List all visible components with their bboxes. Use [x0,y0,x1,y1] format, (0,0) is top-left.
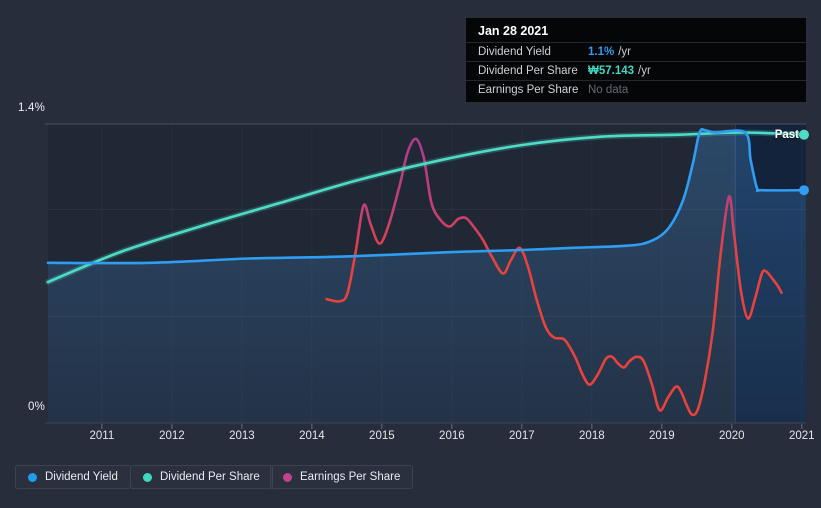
tooltip-value: 1.1% [588,46,615,58]
x-axis-year-label: 2021 [789,430,815,442]
dividend-yield-line [46,128,808,265]
tooltip-unit: /yr [638,65,651,77]
dividend-per-share-dot-icon [143,472,152,482]
tooltip-value: ₩57.143 [588,65,635,77]
x-axis-year-label: 2014 [299,430,325,442]
chart-tooltip: Jan 28 2021 Dividend Yield 1.1% /yr Divi… [465,17,807,103]
x-axis-year-label: 2012 [159,430,185,442]
legend-label: Dividend Yield [45,471,118,483]
tooltip-date: Jan 28 2021 [478,24,549,38]
tooltip-label: Dividend Yield [478,46,551,58]
dividend-yield-area [48,129,806,423]
earnings-per-share-line [325,137,783,417]
legend-label: Earnings Per Share [300,471,401,483]
dividend-per-share-end-dot[interactable] [799,129,809,140]
legend-label: Dividend Per Share [160,471,260,483]
tooltip-row-dividend-per-share: Dividend Per Share ₩57.143 /yr [466,61,806,80]
x-axis-year-label: 2020 [719,430,745,442]
past-period-label: Past [774,129,799,141]
x-axis: 2011 2012 2013 2014 2015 2016 2017 2018 2019 2020… [0,430,821,446]
x-axis-year-label: 2018 [579,430,605,442]
y-axis-label-zero: 0% [27,401,45,413]
tooltip-row-dividend-yield: Dividend Yield 1.1% /yr [466,42,806,61]
tooltip-unit: /yr [618,46,631,58]
tooltip-label: Earnings Per Share [478,84,579,96]
y-axis-label-max: 1.4% [17,102,45,114]
dividend-yield-end-dot[interactable] [799,185,809,196]
earnings-per-share-dot-icon [283,472,292,482]
x-axis-year-label: 2013 [229,430,255,442]
x-axis-year-label: 2015 [369,430,395,442]
legend-item-earnings-per-share[interactable]: Earnings Per Share [270,465,414,489]
legend-item-dividend-yield[interactable]: Dividend Yield [15,465,131,489]
x-axis-year-label: 2019 [649,430,675,442]
dividend-per-share-line [46,131,808,284]
legend-item-dividend-per-share[interactable]: Dividend Per Share [130,465,273,489]
x-axis-year-label: 2011 [89,430,115,442]
tooltip-value: No data [588,84,629,96]
x-axis-year-label: 2017 [509,430,535,442]
tooltip-label: Dividend Per Share [478,65,578,77]
x-axis-year-label: 2016 [439,430,465,442]
dividend-yield-dot-icon [28,472,37,482]
tooltip-row-earnings-per-share: Earnings Per Share No data [466,80,806,99]
